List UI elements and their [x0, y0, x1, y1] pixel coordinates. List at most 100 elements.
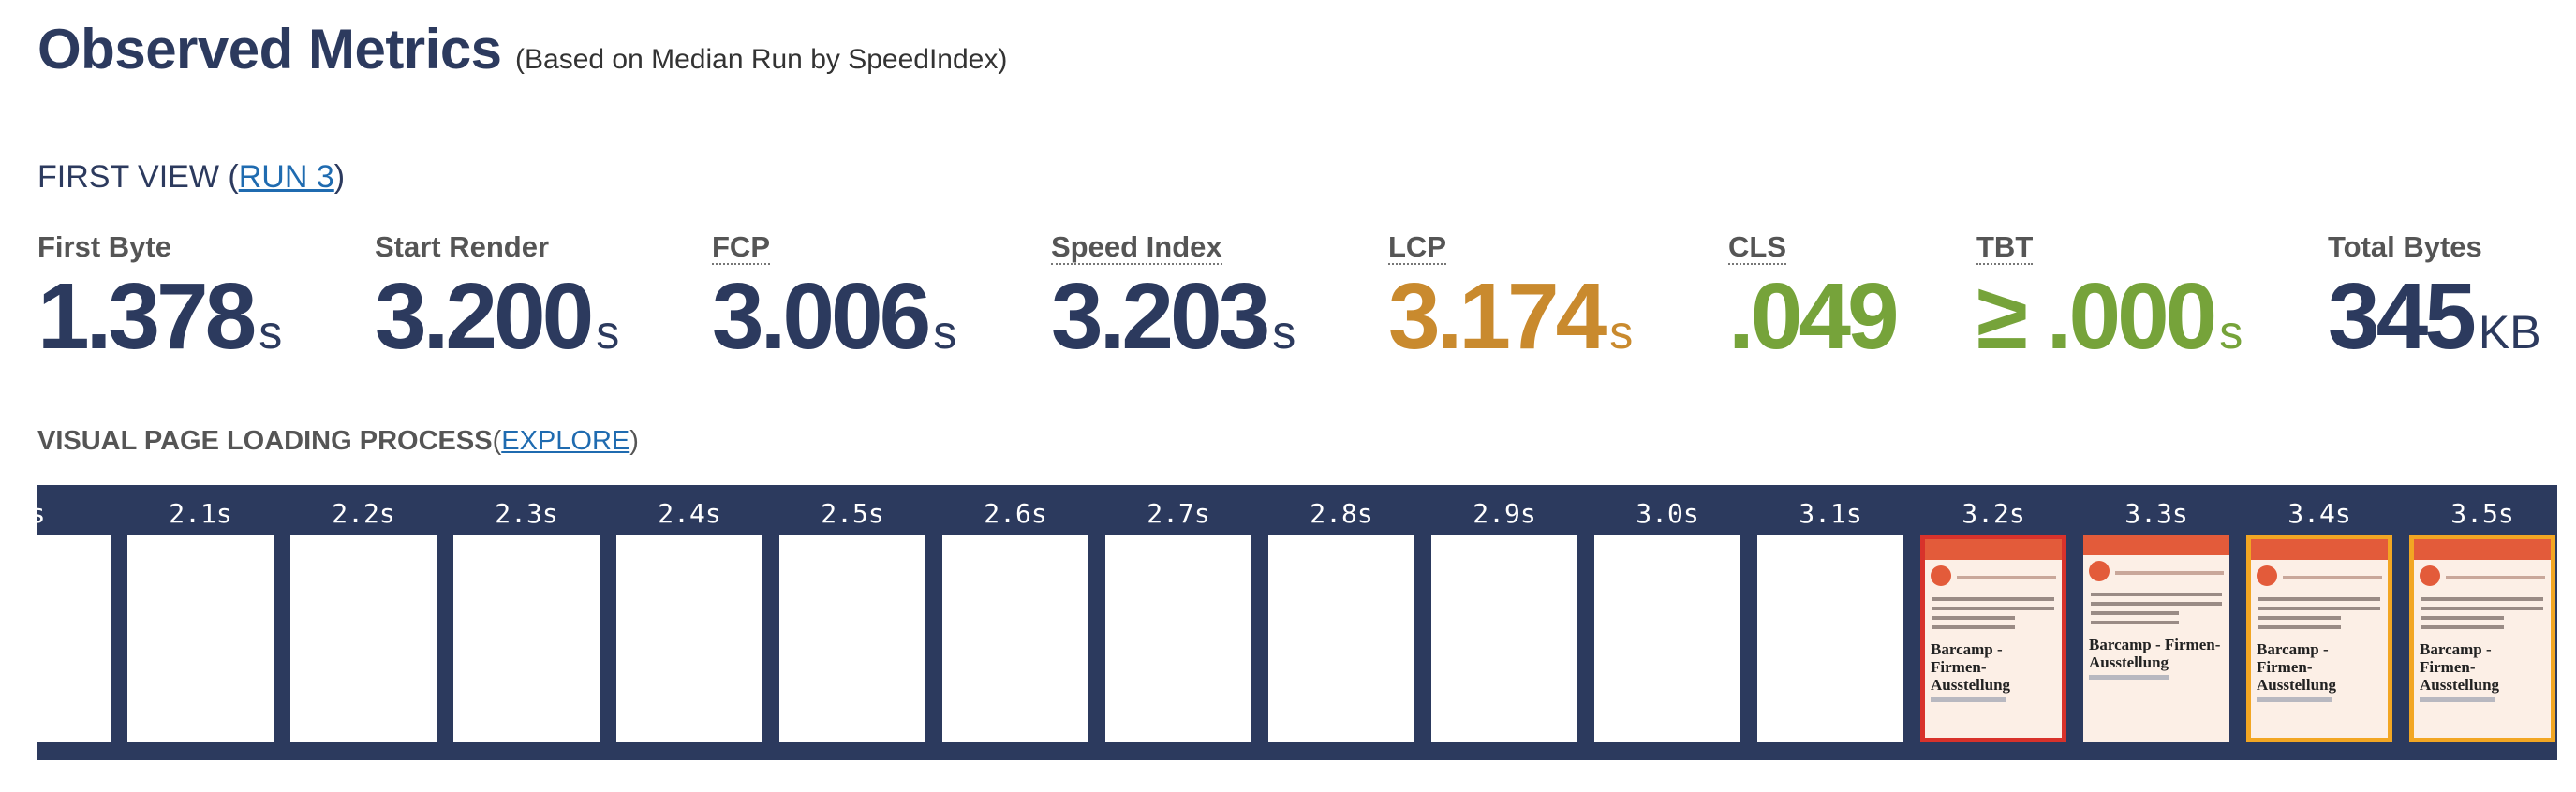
frame-text-line — [2421, 597, 2543, 601]
metric-speed-index[interactable]: Speed Index 3.203 s — [1051, 230, 1295, 363]
frame-text-line — [2091, 611, 2179, 615]
filmstrip-frame[interactable] — [1268, 535, 1414, 742]
filmstrip-frame[interactable] — [1594, 535, 1740, 742]
filmstrip[interactable]: s 2.1s 2.2s 2.3s 2.4s 2.5s 2.6s 2.7s 2.8s 2.9s 3.0… — [37, 485, 2557, 760]
metric-label: First Byte — [37, 230, 171, 263]
frame-footer-line — [2257, 697, 2332, 702]
metric-value: 3.174 — [1388, 264, 1607, 369]
visual-progress-label: VISUAL PAGE LOADING PROCESS — [37, 426, 493, 456]
first-view-heading: FIRST VIEW (RUN 3) — [37, 159, 345, 196]
frame-text-line — [2421, 616, 2504, 620]
filmstrip-frame[interactable] — [616, 535, 762, 742]
metric-total-bytes: Total Bytes 345 KB — [2328, 230, 2541, 363]
metric-label[interactable]: Speed Index — [1051, 230, 1222, 265]
filmstrip-frame[interactable] — [453, 535, 600, 742]
first-view-close: ) — [333, 159, 346, 195]
frame-header-bar — [2414, 539, 2551, 560]
frame-nav — [2446, 576, 2545, 579]
metric-start-render: Start Render 3.200 s — [375, 230, 619, 363]
filmstrip-frame[interactable] — [1757, 535, 1903, 742]
filmstrip-tick: 2.9s — [1473, 498, 1536, 529]
metric-unit: s — [933, 306, 957, 359]
filmstrip-tick: 3.5s — [2450, 498, 2514, 529]
filmstrip-frame[interactable] — [290, 535, 437, 742]
frame-text-line — [2258, 597, 2380, 601]
frame-text-line — [2258, 607, 2380, 610]
frame-text-line — [2421, 607, 2543, 610]
filmstrip-tick: s — [37, 498, 117, 529]
filmstrip-tick: 2.6s — [984, 498, 1047, 529]
frame-header-bar — [1925, 539, 2062, 560]
metric-label: Total Bytes — [2328, 230, 2482, 263]
paren-open: ( — [492, 426, 502, 456]
filmstrip-tick: 2.5s — [821, 498, 884, 529]
metric-unit: s — [1272, 306, 1296, 359]
metric-unit: s — [1609, 306, 1634, 359]
metric-value: 3.203 — [1051, 264, 1270, 369]
frame-header-bar — [2251, 539, 2388, 560]
frame-text-line — [2258, 616, 2341, 620]
frame-footer-line — [2089, 675, 2169, 680]
site-logo-icon — [2420, 565, 2440, 586]
frame-title: Barcamp - Firmen-Ausstellung — [2257, 640, 2337, 694]
frame-text-line — [1932, 625, 2015, 629]
filmstrip-frame[interactable] — [779, 535, 925, 742]
first-view-label: FIRST VIEW ( — [37, 159, 239, 195]
filmstrip-frame[interactable] — [942, 535, 1088, 742]
explore-link[interactable]: EXPLORE — [501, 426, 630, 456]
visual-progress-heading: VISUAL PAGE LOADING PROCESS(EXPLORE) — [37, 426, 639, 457]
filmstrip-frame[interactable] — [37, 535, 111, 742]
metric-label[interactable]: CLS — [1728, 230, 1786, 265]
frame-title: Barcamp - Firmen-Ausstellung — [1931, 640, 2011, 694]
filmstrip-tick: 3.4s — [2287, 498, 2351, 529]
metric-unit: s — [259, 306, 283, 359]
run-3-link[interactable]: RUN 3 — [238, 159, 334, 195]
page-subtitle: (Based on Median Run by SpeedIndex) — [515, 44, 1008, 75]
filmstrip-frame[interactable]: Barcamp - Firmen-Ausstellung — [2409, 535, 2555, 742]
filmstrip-tick: 3.3s — [2124, 498, 2188, 529]
metric-value: ≥ .000 — [1976, 264, 2217, 369]
filmstrip-frame[interactable]: Barcamp - Firmen-Ausstellung — [2083, 535, 2229, 742]
filmstrip-frame[interactable]: Barcamp - Firmen-Ausstellung — [1920, 535, 2066, 742]
filmstrip-frame[interactable]: Barcamp - Firmen-Ausstellung — [2246, 535, 2392, 742]
metric-unit: s — [2219, 306, 2243, 359]
metric-unit: KB — [2478, 306, 2541, 359]
filmstrip-tick: 3.2s — [1962, 498, 2025, 529]
metric-label[interactable]: LCP — [1388, 230, 1446, 265]
metric-label: Start Render — [375, 230, 550, 263]
metric-value: 1.378 — [37, 264, 257, 369]
frame-text-line — [2091, 621, 2179, 624]
frame-nav — [2115, 571, 2224, 575]
metric-label[interactable]: TBT — [1976, 230, 2034, 265]
frame-nav — [2283, 576, 2382, 579]
metric-fcp[interactable]: FCP 3.006 s — [712, 230, 956, 363]
filmstrip-tick: 2.3s — [495, 498, 558, 529]
frame-text-line — [1932, 616, 2015, 620]
frame-text-line — [2258, 625, 2341, 629]
frame-text-line — [1932, 607, 2054, 610]
metric-value: .049 — [1728, 264, 1900, 369]
filmstrip-tick: 3.1s — [1799, 498, 1862, 529]
frame-text-line — [2091, 602, 2222, 606]
filmstrip-tick: 2.1s — [169, 498, 232, 529]
metric-tbt[interactable]: TBT ≥ .000 s — [1976, 230, 2243, 363]
frame-text-line — [2421, 625, 2504, 629]
filmstrip-frame[interactable] — [1431, 535, 1577, 742]
site-logo-icon — [1931, 565, 1951, 586]
frame-header-bar — [2083, 535, 2229, 555]
metric-cls[interactable]: CLS .049 — [1728, 230, 1902, 363]
metric-lcp[interactable]: LCP 3.174 s — [1388, 230, 1633, 363]
frame-title: Barcamp - Firmen-Ausstellung — [2420, 640, 2500, 694]
site-logo-icon — [2257, 565, 2277, 586]
frame-text-line — [1932, 597, 2054, 601]
filmstrip-frame[interactable] — [127, 535, 274, 742]
filmstrip-frame[interactable] — [1105, 535, 1251, 742]
page-heading: Observed Metrics (Based on Median Run by… — [37, 17, 1007, 81]
metric-label[interactable]: FCP — [712, 230, 770, 265]
frame-title: Barcamp - Firmen-Ausstellung — [2089, 636, 2221, 671]
metric-value: 3.006 — [712, 264, 931, 369]
page-title: Observed Metrics — [37, 18, 502, 81]
site-logo-icon — [2089, 561, 2110, 581]
frame-nav — [1957, 576, 2056, 579]
paren-close: ) — [629, 426, 639, 456]
